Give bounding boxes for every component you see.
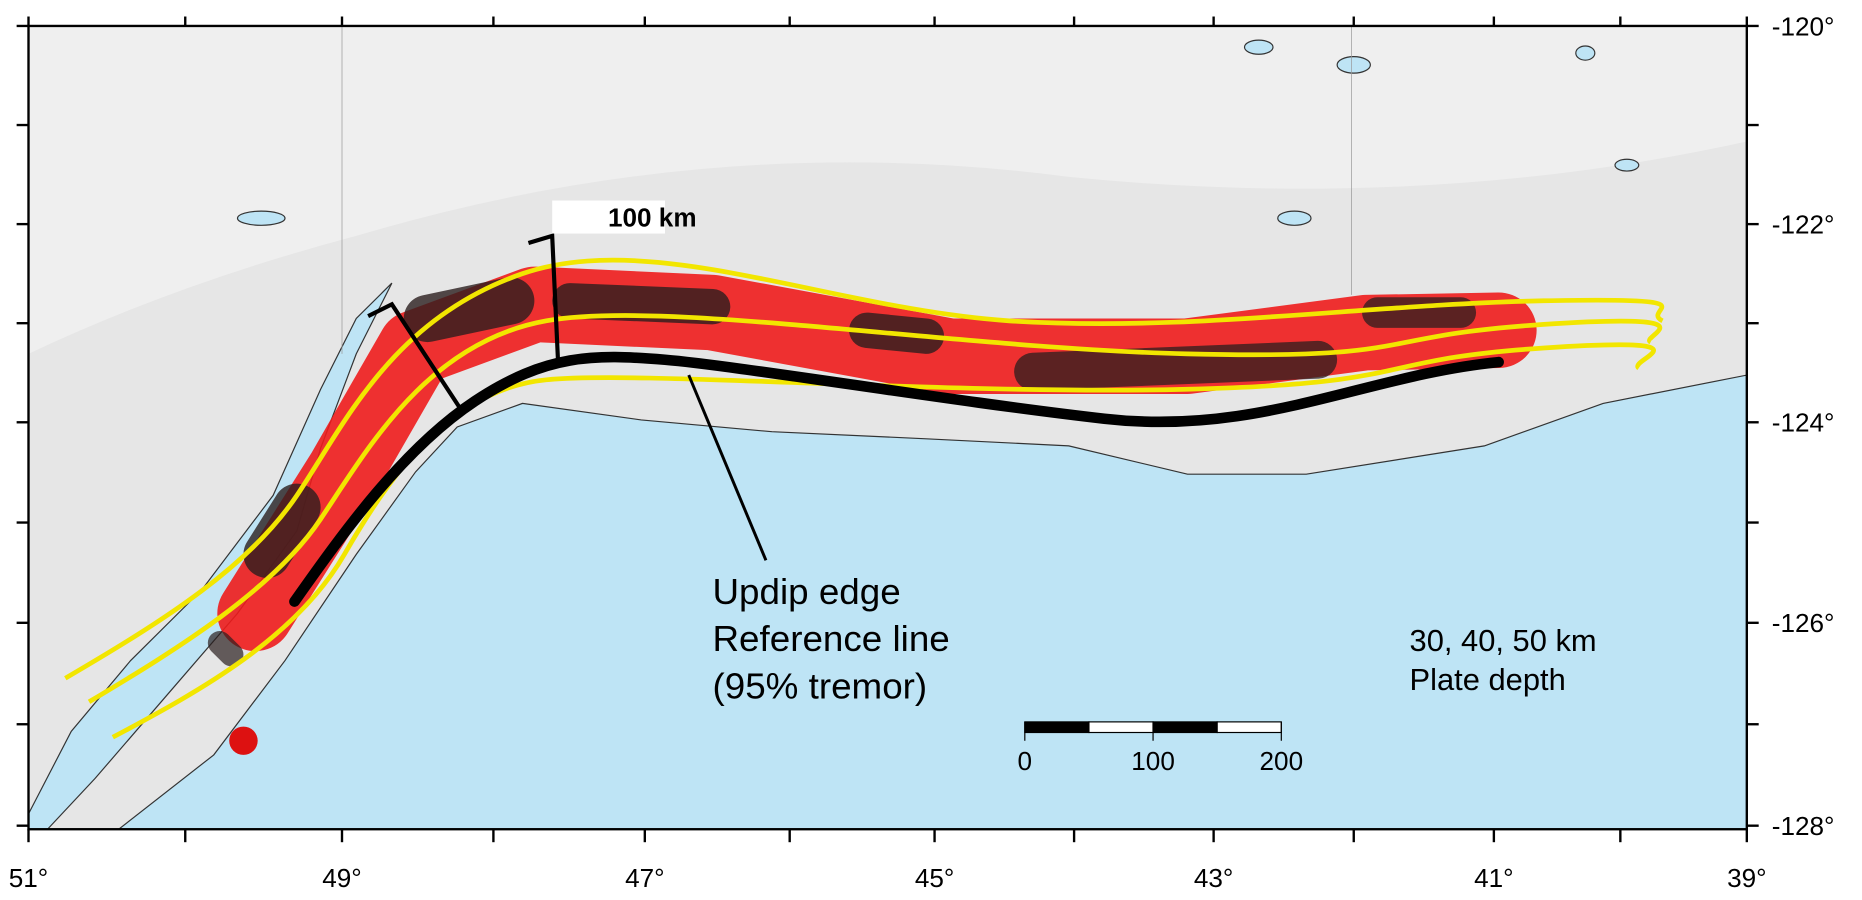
scale-label: 100 [1131,746,1175,776]
map-body [29,26,1747,829]
annotation: Reference line [713,618,950,659]
x-tick-label: 39° [1727,863,1766,893]
x-tick-label: 45° [915,863,954,893]
x-tick-label: 43° [1194,863,1233,893]
annotation: Plate depth [1410,662,1566,697]
map: 100 km Updip edge Reference line (95% tr… [0,0,1862,900]
y-tick-label: -128° [1772,811,1835,841]
annotation: 30, 40, 50 km [1410,623,1597,658]
y-tick-label: -122° [1772,210,1835,240]
scale-label: 200 [1260,746,1304,776]
y-tick-label: -126° [1772,608,1835,638]
x-tick-label: 51° [9,863,48,893]
x-tick-label: 47° [625,863,664,893]
page: {"map": { "x_labels": ["51°", "49°", "47… [0,0,1862,900]
annotation: (95% tremor) [713,665,928,706]
x-tick-label: 49° [322,863,361,893]
annotation: Updip edge [713,571,901,612]
y-tick-label: -124° [1772,408,1835,438]
profile-label: 100 km [608,203,697,233]
x-tick-label: 41° [1474,863,1513,893]
scale-label: 0 [1018,746,1033,776]
y-tick-label: -120° [1772,11,1835,41]
